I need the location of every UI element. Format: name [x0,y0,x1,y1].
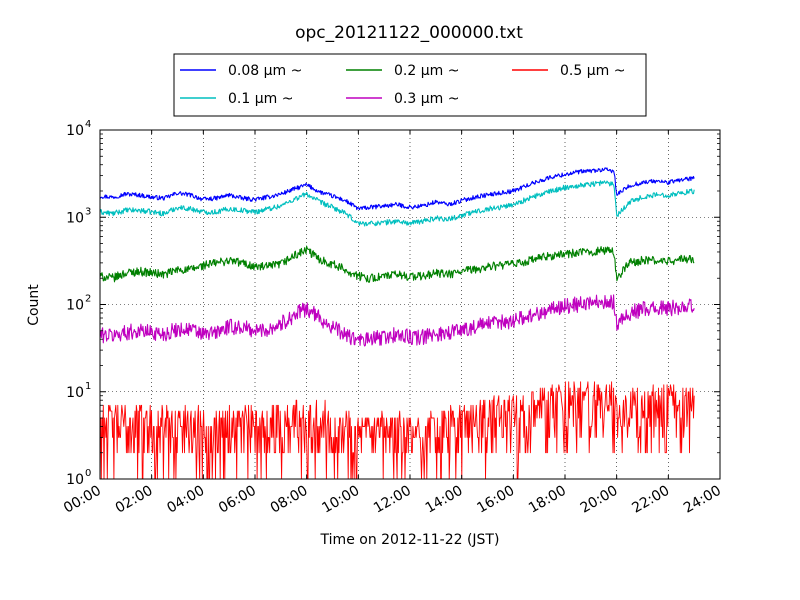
y-tick-exponent: 4 [85,119,91,130]
y-tick-exponent: 3 [85,206,91,217]
x-tick-label: 10:00 [319,483,362,517]
x-tick-label: 18:00 [526,483,569,517]
data-series [99,167,695,480]
x-tick-label: 16:00 [474,483,517,517]
y-tick-label: 10 [66,123,84,139]
y-tick-exponent: 0 [85,468,91,479]
y-tick-label: 10 [66,472,84,488]
x-tick-label: 06:00 [216,483,259,517]
x-tick-label: 02:00 [113,483,156,517]
series-line-1 [99,180,695,227]
legend-label: 0.1 μm ~ [228,91,293,107]
chart-title: opc_20121122_000000.txt [295,23,523,43]
legend-label: 0.5 μm ~ [560,63,625,79]
x-tick-label: 08:00 [268,483,311,517]
series-line-4 [99,381,695,480]
x-tick-label: 14:00 [423,483,466,517]
x-tick-label: 20:00 [578,483,621,517]
legend-box [173,53,647,117]
x-tick-label: 22:00 [629,483,672,517]
y-tick-exponent: 1 [85,381,91,392]
legend: 0.08 μm ~ 0.1 μm ~ 0.2 μm ~ 0.3 μm ~ 0.5 μm … [180,63,625,107]
y-tick-label: 10 [66,210,84,226]
legend-label: 0.3 μm ~ [394,91,459,107]
series-line-3 [99,294,695,347]
grid [100,130,720,479]
legend-label: 0.2 μm ~ [394,63,459,79]
x-axis-label: Time on 2012-11-22 (JST) [320,532,500,548]
y-tick-exponent: 2 [85,294,91,305]
series-line-0 [99,167,695,211]
y-tick-label: 10 [66,385,84,401]
y-axis-label: Count [26,284,42,326]
x-tick-label: 12:00 [371,483,414,517]
series-line-2 [99,245,695,283]
x-tick-label: 24:00 [681,483,724,517]
x-tick-label: 04:00 [164,483,207,517]
y-tick-label: 10 [66,298,84,314]
legend-label: 0.08 μm ~ [228,63,302,79]
